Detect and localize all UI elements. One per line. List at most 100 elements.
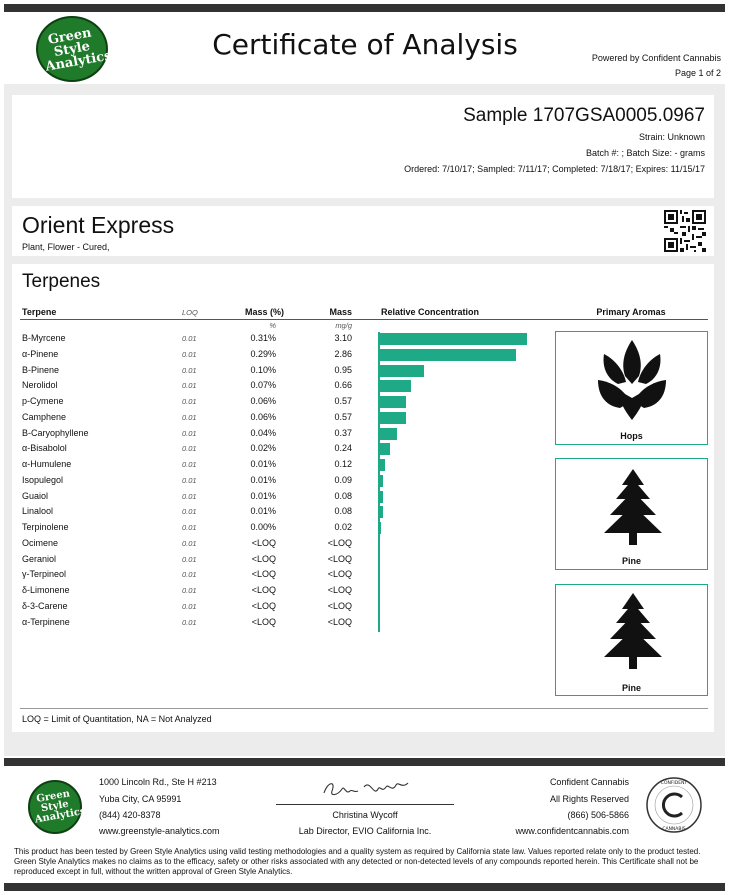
terpene-mass-pct: 0.01% xyxy=(250,474,276,485)
header-mass: Mass xyxy=(329,307,352,317)
lab-website[interactable]: www.greenstyle-analytics.com xyxy=(99,826,220,836)
concentration-bar xyxy=(379,459,385,471)
terpene-mass: 0.66 xyxy=(334,380,352,391)
concentration-bar xyxy=(379,396,407,408)
terpene-mass-pct: 0.02% xyxy=(250,443,276,454)
terpene-mass-pct: <LOQ xyxy=(251,569,276,580)
terpene-name: δ-Limonene xyxy=(22,585,70,595)
terpene-name: B-Pinene xyxy=(22,364,60,375)
aroma-label: Pine xyxy=(621,683,641,693)
terpene-mass: 0.57 xyxy=(334,411,352,422)
terpenes-panel: Terpenes Terpene LOQ Mass (%) Mass Relat… xyxy=(12,264,714,732)
terpene-mass-pct: 0.31% xyxy=(250,333,276,343)
terpene-loq: 0.01 xyxy=(182,570,197,580)
terpene-mass-pct: 0.06% xyxy=(250,396,276,406)
terpene-mass: <LOQ xyxy=(327,616,352,627)
terpene-mass: <LOQ xyxy=(327,569,352,580)
footer-rule xyxy=(4,758,725,766)
terpene-mass-pct: 0.00% xyxy=(250,522,276,532)
terpene-mass-pct: 0.06% xyxy=(250,411,276,422)
header-mass-pct: Mass (%) xyxy=(244,307,284,317)
pine-tree-icon xyxy=(604,593,662,669)
aroma-label: Hops xyxy=(620,431,643,441)
terpene-name: α-Humulene xyxy=(22,459,72,469)
terpene-mass: 0.24 xyxy=(334,443,352,454)
terpene-name: Ocimene xyxy=(22,537,59,548)
terpene-mass: 0.12 xyxy=(334,459,352,469)
unit-mass: mg/g xyxy=(335,321,352,330)
product-panel: Orient Express Plant, Flower - Cured, xyxy=(12,206,714,256)
signer-name: Christina Wycoff xyxy=(332,810,398,820)
terpene-name: Geraniol xyxy=(22,553,57,564)
terpene-name: γ-Terpineol xyxy=(22,569,67,580)
terpene-mass: 0.09 xyxy=(334,474,352,485)
terpene-mass-pct: 0.01% xyxy=(250,459,276,469)
terpene-loq: 0.01 xyxy=(182,601,197,611)
aroma-card-pine: Pine xyxy=(555,458,708,570)
powered-by: Powered by Confident Cannabis xyxy=(591,53,721,63)
top-rule xyxy=(4,4,725,12)
terpene-loq: 0.01 xyxy=(182,523,197,532)
signature-line xyxy=(276,804,454,805)
terpene-mass: 0.37 xyxy=(334,427,352,438)
concentration-bar xyxy=(379,506,383,519)
signer-title: Lab Director, EVIO California Inc. xyxy=(298,826,432,836)
terpene-loq: 0.01 xyxy=(182,475,197,485)
terpene-loq: 0.01 xyxy=(182,444,197,454)
aroma-card-hops: Hops xyxy=(555,331,708,445)
green-style-logo: Green Style Analytics xyxy=(36,16,113,82)
terpene-mass-pct: <LOQ xyxy=(251,585,276,595)
header-terpene: Terpene xyxy=(22,307,57,317)
terpene-mass-pct: <LOQ xyxy=(251,537,276,548)
signature xyxy=(323,782,409,796)
terpene-loq: 0.01 xyxy=(182,617,197,627)
concentration-bar xyxy=(379,522,381,534)
sample-panel: Sample 1707GSA0005.0967 Strain: Unknown … xyxy=(12,95,714,198)
terpene-mass: 0.08 xyxy=(334,490,352,501)
terpene-loq: 0.01 xyxy=(182,428,197,438)
sample-id: Sample 1707GSA0005.0967 xyxy=(463,105,705,126)
terpene-name: α-Bisabolol xyxy=(22,443,67,454)
cc-phone: (866) 506-5866 xyxy=(567,810,629,820)
date-info: Ordered: 7/10/17; Sampled: 7/11/17; Comp… xyxy=(404,164,705,174)
product-name: Orient Express xyxy=(22,212,175,238)
terpene-mass-pct: 0.10% xyxy=(250,364,276,375)
terpene-mass: 0.95 xyxy=(334,364,352,375)
concentration-bar xyxy=(379,411,407,424)
terpene-mass: 0.08 xyxy=(334,506,352,517)
unit-mass-pct: % xyxy=(269,321,276,330)
terpene-mass: <LOQ xyxy=(327,537,352,548)
concentration-bar xyxy=(379,443,391,456)
lab-phone: (844) 420-8378 xyxy=(99,810,161,820)
terpene-loq: 0.01 xyxy=(182,538,197,548)
concentration-bar xyxy=(379,348,516,361)
cc-website[interactable]: www.confidentcannabis.com xyxy=(515,826,629,836)
cc-name: Confident Cannabis xyxy=(549,777,629,787)
terpene-name: Linalool xyxy=(22,506,54,517)
header-loq: LOQ xyxy=(182,308,198,317)
product-type: Plant, Flower - Cured, xyxy=(22,242,110,252)
terpene-loq: 0.01 xyxy=(182,334,197,343)
lab-address-2: Yuba City, CA 95991 xyxy=(99,794,182,804)
terpene-loq: 0.01 xyxy=(182,586,197,595)
terpene-mass-pct: 0.07% xyxy=(250,380,276,391)
terpene-name: α-Terpinene xyxy=(22,616,70,627)
terpene-mass-pct: 0.29% xyxy=(250,348,276,359)
header-relative: Relative Concentration xyxy=(381,307,480,317)
lab-address-1: 1000 Lincoln Rd., Ste H #213 xyxy=(99,777,217,787)
terpene-name: δ-3-Carene xyxy=(22,600,68,611)
terpene-mass-pct: 0.04% xyxy=(250,427,276,438)
terpene-loq: 0.01 xyxy=(182,491,197,501)
terpene-name: Terpinolene xyxy=(22,522,69,532)
terpene-mass-pct: <LOQ xyxy=(251,600,276,611)
aroma-card-pine: Pine xyxy=(555,584,708,696)
svg-text:CANNABIS: CANNABIS xyxy=(662,826,685,832)
concentration-bar xyxy=(379,333,527,345)
terpene-mass: 2.86 xyxy=(334,348,352,359)
disclaimer: This product has been tested by Green St… xyxy=(14,847,701,876)
terpene-name: Guaiol xyxy=(22,490,49,501)
terpene-mass: <LOQ xyxy=(327,600,352,611)
terpene-loq: 0.01 xyxy=(182,349,197,359)
batch-info: Batch #: ; Batch Size: - grams xyxy=(585,148,705,158)
confident-cannabis-seal: CONFIDENT CANNABIS xyxy=(646,777,702,833)
